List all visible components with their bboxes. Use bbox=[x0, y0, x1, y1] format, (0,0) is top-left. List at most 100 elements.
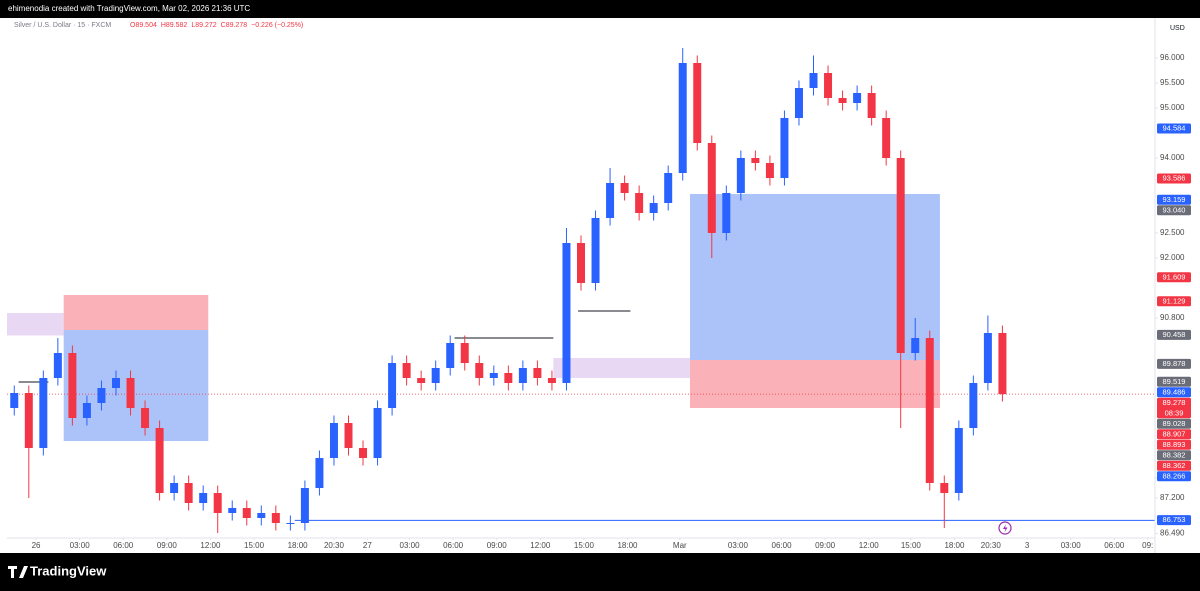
countdown: 08:39 bbox=[1165, 408, 1184, 417]
candle-body bbox=[824, 73, 833, 98]
candle-body bbox=[606, 183, 615, 218]
x-tick-label: 03:00 bbox=[400, 541, 421, 550]
candle-body bbox=[707, 143, 716, 233]
price-label bbox=[1157, 376, 1191, 387]
x-tick-label: 06:00 bbox=[443, 541, 464, 550]
zone bbox=[7, 313, 64, 336]
x-tick-label: 09: bbox=[1142, 541, 1153, 550]
candle-body bbox=[867, 93, 876, 118]
x-tick-label: 09:00 bbox=[487, 541, 508, 550]
price-label bbox=[1157, 123, 1191, 134]
ohlc-value: L89.272 bbox=[191, 22, 216, 29]
zone bbox=[63, 330, 209, 441]
candle-body bbox=[853, 93, 862, 103]
price-label-text: 88.266 bbox=[1163, 471, 1186, 480]
candle-body bbox=[562, 243, 571, 383]
candle-body bbox=[111, 378, 120, 388]
x-tick-label: 26 bbox=[32, 541, 41, 550]
price-label bbox=[1157, 173, 1191, 184]
candle-body bbox=[300, 488, 309, 523]
price-label bbox=[1157, 272, 1191, 283]
candle-body bbox=[649, 203, 658, 213]
price-label-text: 89.878 bbox=[1163, 359, 1186, 368]
bottom-bar bbox=[0, 553, 1200, 591]
candle-body bbox=[620, 183, 629, 193]
currency: USD bbox=[1170, 25, 1185, 32]
candle-body bbox=[547, 378, 556, 383]
price-label bbox=[1157, 429, 1191, 440]
price-label bbox=[1157, 460, 1191, 471]
price-label bbox=[1157, 450, 1191, 461]
candle-body bbox=[765, 163, 774, 178]
x-tick-label: 03:00 bbox=[728, 541, 749, 550]
x-tick-label: 18:00 bbox=[617, 541, 638, 550]
price-label bbox=[1157, 515, 1191, 526]
candle-body bbox=[998, 333, 1007, 395]
brand: TradingView bbox=[30, 563, 107, 578]
candle-body bbox=[68, 353, 77, 418]
candle-body bbox=[417, 378, 426, 383]
x-tick-label: 18:00 bbox=[288, 541, 309, 550]
x-tick-label: 15:00 bbox=[901, 541, 922, 550]
zone bbox=[553, 358, 690, 378]
zone bbox=[63, 295, 209, 330]
candle-body bbox=[446, 343, 455, 368]
price-label bbox=[1157, 471, 1191, 482]
candle-body bbox=[344, 423, 353, 448]
price-label-text: 91.129 bbox=[1163, 296, 1186, 305]
candle-body bbox=[838, 98, 847, 103]
y-tick-label: 90.800 bbox=[1160, 313, 1185, 322]
candle-body bbox=[242, 508, 251, 518]
candle-body bbox=[286, 523, 295, 524]
x-tick-label: 09:00 bbox=[815, 541, 836, 550]
price-label bbox=[1157, 397, 1191, 419]
y-tick-label: 95.500 bbox=[1160, 78, 1185, 87]
x-tick-label: 3 bbox=[1025, 541, 1030, 550]
top-bar bbox=[0, 0, 1200, 18]
candle-body bbox=[809, 73, 818, 88]
x-tick-label: 15:00 bbox=[244, 541, 265, 550]
candle-body bbox=[678, 63, 687, 173]
price-label-text: 88.382 bbox=[1163, 450, 1186, 459]
candle-body bbox=[213, 493, 222, 513]
ohlc-value: O89.504 bbox=[130, 22, 157, 29]
candle-body bbox=[882, 118, 891, 158]
x-tick-label: 12:00 bbox=[859, 541, 880, 550]
plot bbox=[7, 48, 1155, 533]
candle-body bbox=[489, 373, 498, 378]
x-tick-label: 03:00 bbox=[1061, 541, 1082, 550]
candle-body bbox=[736, 158, 745, 193]
y-tick-label: 95.000 bbox=[1160, 103, 1185, 112]
y-tick-label: 94.000 bbox=[1160, 153, 1185, 162]
y-tick-label: 92.000 bbox=[1160, 253, 1185, 262]
price-label bbox=[1157, 358, 1191, 369]
candle-body bbox=[664, 173, 673, 203]
candle-body bbox=[271, 513, 280, 523]
candle-body bbox=[10, 393, 19, 408]
price-label-text: 91.609 bbox=[1163, 272, 1186, 281]
brand-logo bbox=[8, 566, 28, 578]
price-label bbox=[1157, 194, 1191, 205]
left-margin bbox=[0, 18, 7, 553]
candle-body bbox=[533, 368, 542, 378]
x-tick-label: 06:00 bbox=[1104, 541, 1125, 550]
caption: ehimenodia created with TradingView.com,… bbox=[8, 4, 250, 13]
price-label bbox=[1157, 329, 1191, 340]
alert-icon bbox=[998, 521, 1012, 535]
candle-body bbox=[184, 483, 193, 503]
candle-body bbox=[751, 158, 760, 163]
price-label bbox=[1157, 418, 1191, 429]
x-tick-label: 18:00 bbox=[944, 541, 965, 550]
price-label-text: 88.893 bbox=[1163, 440, 1186, 449]
candle-body bbox=[388, 363, 397, 408]
price-label-text: 93.159 bbox=[1163, 195, 1186, 204]
candle-body bbox=[693, 63, 702, 143]
candle-body bbox=[359, 448, 368, 458]
zone bbox=[689, 360, 940, 408]
price-label-text: 86.753 bbox=[1163, 515, 1186, 524]
candle-body bbox=[126, 378, 135, 408]
candle-body bbox=[53, 353, 62, 378]
x-tick-label: 06:00 bbox=[772, 541, 793, 550]
y-tick-label: 87.200 bbox=[1160, 493, 1185, 502]
